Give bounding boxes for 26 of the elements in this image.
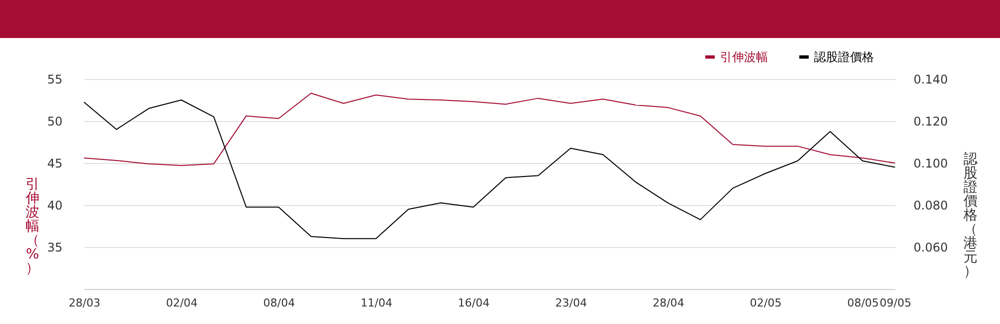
- x-tick-label: 28/04: [652, 296, 684, 310]
- y2-tick-label: 0.080: [914, 198, 948, 212]
- y-axis-title: 引伸波幅（%）: [24, 176, 40, 276]
- y2-tick-label: 0.140: [914, 72, 948, 86]
- y2-tick-label: 0.100: [914, 156, 948, 170]
- x-tick-label: 08/05: [847, 296, 879, 310]
- y2-tick-label: 0.060: [914, 240, 948, 254]
- y-tick-label: 40: [47, 198, 62, 212]
- x-tick-label: 09/05: [880, 296, 912, 310]
- x-tick-label: 23/04: [555, 296, 587, 310]
- line-series: [84, 100, 896, 240]
- x-tick-label: 11/04: [360, 296, 392, 310]
- x-tick-label: 16/04: [458, 296, 490, 310]
- y-tick-label: 50: [47, 114, 62, 128]
- x-tick-label: 02/04: [166, 296, 198, 310]
- y-tick-label: 35: [47, 240, 62, 254]
- legend-label: 引伸波幅: [720, 50, 768, 64]
- y-tick-label: 45: [47, 156, 62, 170]
- y-tick-label: 55: [47, 72, 62, 86]
- x-tick-label: 02/05: [750, 296, 782, 310]
- legend-label: 認股證價格: [814, 50, 874, 64]
- x-tick-label: 28/03: [68, 296, 100, 310]
- line-series: [84, 92, 896, 166]
- text: 認股證價格（港元）: [964, 152, 978, 280]
- y2-tick-label: 0.120: [914, 114, 948, 128]
- x-tick-label: 08/04: [263, 296, 295, 310]
